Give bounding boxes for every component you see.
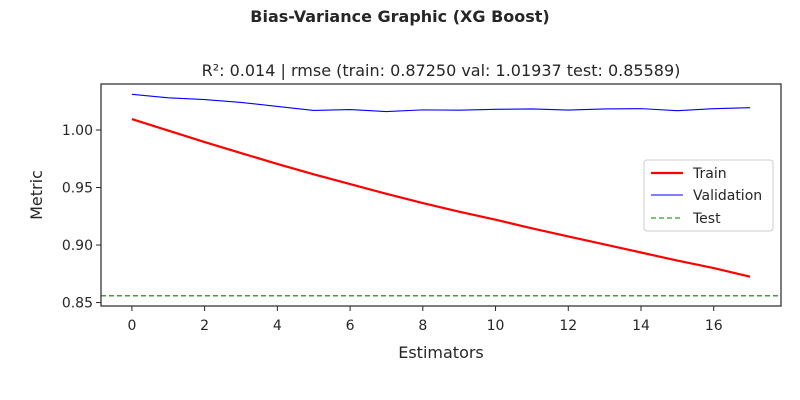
y-tick-label: 0.90	[62, 238, 93, 254]
x-axis-label: Estimators	[398, 343, 484, 362]
x-tick-label: 0	[127, 318, 136, 334]
legend-label-train: Train	[692, 166, 727, 182]
chart-title: R²: 0.014 | rmse (train: 0.87250 val: 1.…	[202, 61, 681, 80]
plot-area	[101, 93, 781, 297]
plot-frame	[100, 83, 782, 307]
legend: Train Validation Test	[643, 159, 774, 232]
x-tick-label: 2	[200, 318, 209, 334]
legend-label-test: Test	[692, 211, 721, 227]
y-tick-label: 0.95	[62, 181, 93, 197]
y-axis-label: Metric	[27, 170, 46, 220]
x-tick-label: 6	[346, 318, 355, 334]
x-tick-label: 16	[705, 318, 723, 334]
legend-frame	[643, 159, 774, 232]
legend-label-validation: Validation	[693, 188, 762, 204]
x-tick-label: 8	[418, 318, 427, 334]
y-tick-label: 1.00	[62, 123, 93, 139]
x-tick-label: 4	[273, 318, 282, 334]
y-axis-ticks: 0.85 0.90 0.95 1.00	[62, 123, 101, 312]
x-axis-ticks: 0 2 4 6 8 10 12 14 16	[127, 306, 723, 334]
chart-suptitle: Bias-Variance Graphic (XG Boost)	[250, 7, 549, 26]
x-tick-label: 14	[632, 318, 650, 334]
x-tick-label: 10	[487, 318, 505, 334]
series-line-validation	[131, 93, 751, 113]
series-line-train	[131, 118, 751, 278]
y-tick-label: 0.85	[62, 296, 93, 312]
x-tick-label: 12	[559, 318, 577, 334]
